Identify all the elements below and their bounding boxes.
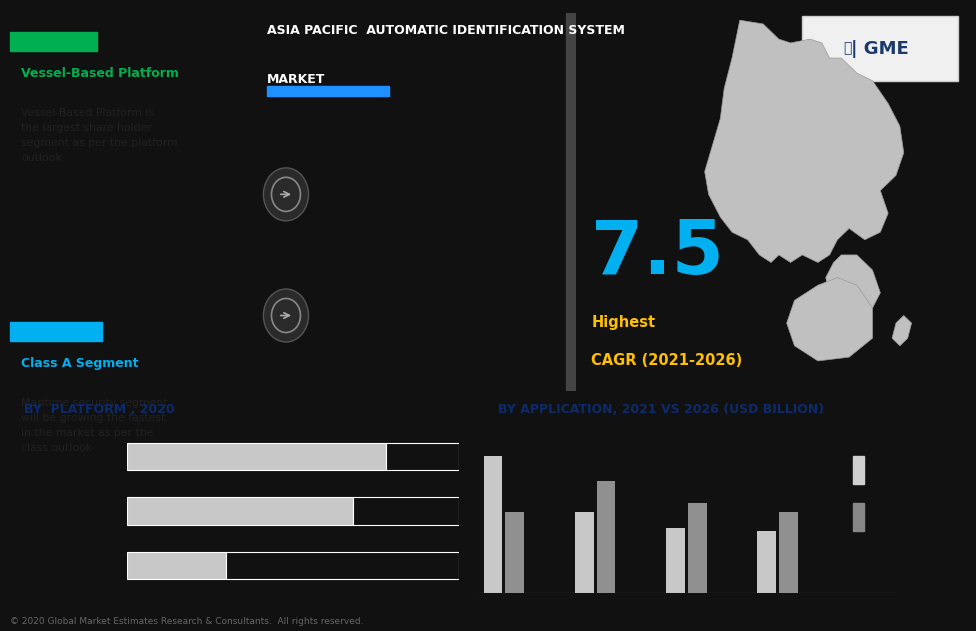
Polygon shape (787, 278, 873, 361)
Bar (596, 481, 616, 593)
Bar (127, 443, 386, 470)
Text: CAGR (2021-2026): CAGR (2021-2026) (591, 353, 743, 369)
Bar (688, 502, 707, 593)
Bar (575, 512, 593, 593)
Polygon shape (826, 255, 880, 316)
Bar (506, 512, 524, 593)
Bar (484, 456, 503, 593)
Text: 7.5: 7.5 (591, 217, 724, 290)
Bar (127, 552, 226, 579)
Polygon shape (892, 316, 912, 346)
Bar (352, 497, 459, 525)
Bar (10, 322, 102, 341)
Text: Vessel-Based Platform: Vessel-Based Platform (21, 67, 180, 80)
Text: © 2020 Global Market Estimates Research & Consultants.  All rights reserved.: © 2020 Global Market Estimates Research … (10, 617, 363, 626)
Bar (226, 552, 459, 579)
Bar (127, 497, 352, 525)
Bar (853, 502, 864, 531)
Text: BY APPLICATION, 2021 VS 2026 (USD BILLION): BY APPLICATION, 2021 VS 2026 (USD BILLIO… (498, 403, 824, 416)
Bar (266, 86, 389, 96)
Bar (802, 16, 958, 81)
Text: Maritime security segment
will be growing the fastest
in the market as per the
c: Maritime security segment will be growin… (21, 398, 168, 454)
Bar (757, 531, 776, 593)
Circle shape (264, 168, 308, 221)
Text: Vessel-Based Platform is
the largest share holder
segment as per the platform
ou: Vessel-Based Platform is the largest sha… (21, 107, 178, 163)
Text: BY  PLATFORM , 2020: BY PLATFORM , 2020 (24, 403, 175, 416)
Text: MARKET: MARKET (266, 73, 325, 86)
Bar (667, 528, 685, 593)
Text: 🏙: 🏙 (843, 42, 851, 56)
Bar (853, 456, 864, 484)
Bar (10, 32, 97, 50)
Bar (566, 13, 576, 391)
Polygon shape (705, 20, 904, 262)
Bar (779, 512, 798, 593)
Text: | GME: | GME (851, 40, 910, 57)
Circle shape (264, 289, 308, 342)
Text: ASIA PACIFIC  AUTOMATIC IDENTIFICATION SYSTEM: ASIA PACIFIC AUTOMATIC IDENTIFICATION SY… (266, 24, 625, 37)
Text: Class A Segment: Class A Segment (21, 357, 139, 370)
Text: Highest: Highest (591, 316, 656, 331)
Bar (386, 443, 459, 470)
